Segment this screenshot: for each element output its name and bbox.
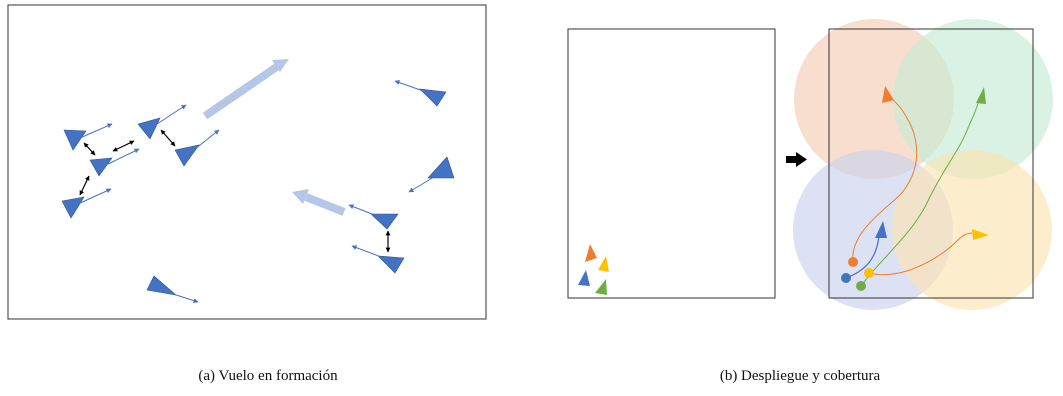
drone <box>348 204 399 230</box>
drone <box>351 245 405 274</box>
panel-b-initial <box>567 28 776 299</box>
right-arrow-icon <box>786 152 807 167</box>
agent-orange-final-icon <box>882 86 894 103</box>
agent-orange-icon <box>585 244 597 262</box>
drone <box>146 275 199 304</box>
agent-yellow-final-icon <box>972 229 989 240</box>
agent-yellow-icon <box>598 256 609 272</box>
panel-b-coverage-frame <box>828 28 1034 299</box>
coverage-zone-green <box>893 19 1053 179</box>
drone <box>174 129 220 167</box>
agent-green-start <box>856 281 866 291</box>
trajectory-orange <box>852 95 918 263</box>
agent-blue-icon <box>578 270 590 286</box>
panel-a-frame <box>7 4 487 320</box>
drone <box>137 104 187 140</box>
drone-group-formation <box>61 104 220 219</box>
formation-flow-arrow <box>202 62 281 120</box>
group-flow-arrow-head <box>292 189 309 204</box>
caption-a: (a) Vuelo en formación <box>198 368 338 384</box>
group-flow-arrow <box>304 193 346 216</box>
drone <box>408 156 455 193</box>
coverage-zone-yellow <box>892 150 1052 310</box>
caption-b: (b) Despliegue y cobertura <box>719 368 881 384</box>
formation-flow-arrow-head <box>272 59 289 72</box>
trajectory-green <box>860 99 980 287</box>
panel-a <box>7 4 487 320</box>
trajectory-yellow <box>868 232 973 276</box>
spacing-arrows <box>79 129 391 253</box>
panel-b-initial-frame <box>567 28 776 299</box>
agent-yellow-start <box>864 268 874 278</box>
drone <box>63 123 113 151</box>
drone <box>61 188 112 219</box>
drone <box>394 80 447 107</box>
agent-blue-final-icon <box>875 221 887 238</box>
drone-group-independent <box>146 80 455 304</box>
agent-orange-start <box>848 257 858 267</box>
panel-b-coverage <box>793 19 1053 310</box>
agent-blue-start <box>841 273 851 283</box>
agent-green-final-icon <box>976 87 986 104</box>
agent-green-icon <box>595 279 607 295</box>
drone <box>89 148 140 177</box>
